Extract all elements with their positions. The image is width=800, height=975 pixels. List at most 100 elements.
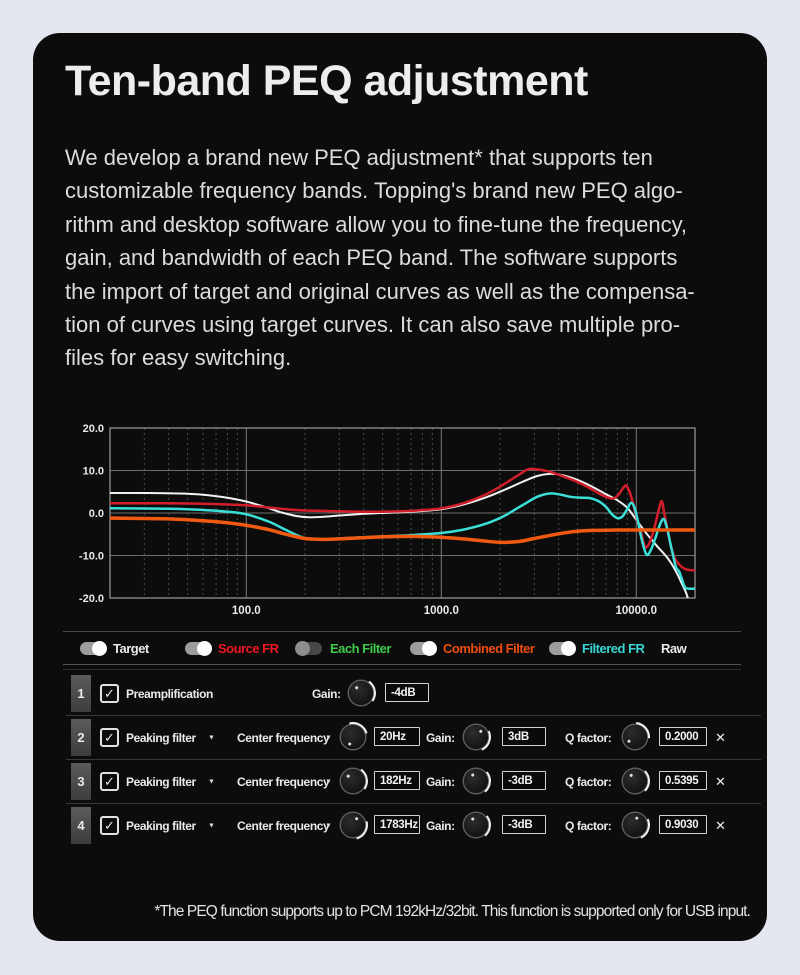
- toggle-knob: [295, 640, 310, 656]
- filter-type-label[interactable]: Preamplification: [126, 686, 213, 701]
- toggle-knob: [422, 640, 437, 656]
- legend-divider: [63, 669, 741, 670]
- filter-rows: 1 ✓ Preamplification Gain: 2 ✓ Peaking filter ▼…: [66, 672, 761, 847]
- gain-knob[interactable]: [464, 725, 488, 749]
- page-title: Ten-band PEQ adjustment: [65, 57, 588, 105]
- row-number: 3: [71, 763, 91, 800]
- gain-knob[interactable]: [464, 813, 488, 837]
- gain-input[interactable]: [502, 727, 546, 746]
- frequency-response-chart: 20.0 10.0 0.0 -10.0 -20.0 100.0 1000.0 10000.0: [66, 423, 742, 628]
- x-tick-label: 100.0: [232, 605, 261, 617]
- center-frequency-input[interactable]: [374, 771, 420, 790]
- y-tick-label: -10.0: [79, 551, 104, 563]
- legend-label: Each Filter: [330, 640, 391, 656]
- legend-group-combined-filter: Combined Filter: [410, 632, 535, 664]
- row-number: 4: [71, 807, 91, 844]
- plot-border: [109, 427, 696, 599]
- gain-label: Gain:: [426, 730, 455, 745]
- center-frequency-knob[interactable]: [341, 769, 365, 793]
- curve-target: [110, 472, 689, 598]
- chevron-down-icon[interactable]: ▼: [325, 822, 332, 829]
- filter-row-2: 2✓Peaking filter▼Center frequency▼Gain:Q…: [66, 715, 761, 759]
- filter-type-label[interactable]: Peaking filter: [126, 774, 196, 789]
- q-factor-knob[interactable]: [623, 813, 647, 837]
- row-enable-checkbox[interactable]: ✓: [100, 772, 119, 791]
- x-tick-label: 10000.0: [616, 605, 658, 617]
- gain-knob[interactable]: [464, 769, 488, 793]
- remove-filter-button[interactable]: ✕: [715, 773, 726, 789]
- toggle-knob: [197, 640, 212, 656]
- curve-filtered-fr: [110, 492, 695, 591]
- q-factor-input[interactable]: [659, 771, 707, 790]
- gain-label: Gain:: [426, 818, 455, 833]
- row-number: 1: [71, 675, 91, 712]
- toggle-combined-filter[interactable]: [410, 640, 437, 656]
- legend-group-target: Target: [80, 632, 149, 664]
- row-enable-checkbox[interactable]: ✓: [100, 816, 119, 835]
- filter-type-label[interactable]: Peaking filter: [126, 818, 196, 833]
- q-factor-label: Q factor:: [565, 730, 612, 745]
- curve-combined-filter: [110, 516, 695, 545]
- chevron-down-icon[interactable]: ▼: [325, 734, 332, 741]
- chevron-down-icon[interactable]: ▼: [208, 778, 215, 785]
- center-frequency-knob[interactable]: [341, 725, 365, 749]
- toggle-target[interactable]: [80, 640, 107, 656]
- q-factor-knob[interactable]: [623, 725, 647, 749]
- center-frequency-label[interactable]: Center frequency: [237, 730, 330, 745]
- legend-group-source-fr: Source FR: [185, 632, 279, 664]
- legend-label: Raw: [661, 640, 687, 656]
- curve-legend: Target Source FR Each Filter Combined Filte…: [63, 631, 741, 665]
- legend-group-raw: Raw: [661, 632, 687, 664]
- row-enable-checkbox[interactable]: ✓: [100, 684, 119, 703]
- y-tick-label: 10.0: [83, 466, 104, 478]
- q-factor-input[interactable]: [659, 727, 707, 746]
- center-frequency-label[interactable]: Center frequency: [237, 774, 330, 789]
- chevron-down-icon[interactable]: ▼: [208, 822, 215, 829]
- remove-filter-button[interactable]: ✕: [715, 817, 726, 833]
- q-factor-input[interactable]: [659, 815, 707, 834]
- curve-source-fr: [110, 467, 695, 572]
- chevron-down-icon[interactable]: ▼: [208, 734, 215, 741]
- y-tick-label: 0.0: [89, 508, 104, 520]
- q-factor-knob[interactable]: [623, 769, 647, 793]
- toggle-knob: [92, 640, 107, 656]
- x-tick-label: 1000.0: [424, 605, 459, 617]
- center-frequency-knob[interactable]: [341, 813, 365, 837]
- gain-input[interactable]: [502, 815, 546, 834]
- peq-feature-card: Ten-band PEQ adjustment We develop a bra…: [33, 33, 767, 941]
- toggle-source-fr[interactable]: [185, 640, 212, 656]
- q-factor-label: Q factor:: [565, 818, 612, 833]
- center-frequency-input[interactable]: [374, 815, 420, 834]
- legend-label: Combined Filter: [443, 640, 535, 656]
- filter-row-4: 4✓Peaking filter▼Center frequency▼Gain:Q…: [66, 803, 761, 847]
- center-frequency-input[interactable]: [374, 727, 420, 746]
- filter-row-1: 1 ✓ Preamplification Gain:: [66, 672, 761, 715]
- gain-input[interactable]: [385, 683, 429, 702]
- gain-knob[interactable]: [349, 681, 373, 705]
- row-number: 2: [71, 719, 91, 756]
- toggle-each-filter[interactable]: [295, 640, 322, 656]
- y-tick-label: -20.0: [79, 593, 104, 605]
- remove-filter-button[interactable]: ✕: [715, 729, 726, 745]
- center-frequency-label[interactable]: Center frequency: [237, 818, 330, 833]
- gain-label: Gain:: [312, 686, 341, 701]
- gain-input[interactable]: [502, 771, 546, 790]
- toggle-knob: [561, 640, 576, 656]
- intro-paragraph: We develop a brand new PEQ adjustment* t…: [65, 145, 695, 371]
- filter-type-label[interactable]: Peaking filter: [126, 730, 196, 745]
- legend-label: Target: [113, 640, 149, 656]
- q-factor-label: Q factor:: [565, 774, 612, 789]
- row-enable-checkbox[interactable]: ✓: [100, 728, 119, 747]
- filter-row-3: 3✓Peaking filter▼Center frequency▼Gain:Q…: [66, 759, 761, 803]
- toggle-filtered-fr[interactable]: [549, 640, 576, 656]
- legend-group-each-filter: Each Filter: [295, 632, 391, 664]
- footnote: *The PEQ function supports up to PCM 192…: [154, 903, 751, 920]
- fr-chart-svg: 20.0 10.0 0.0 -10.0 -20.0 100.0 1000.0 10000.0: [79, 423, 696, 617]
- legend-label: Filtered FR: [582, 640, 645, 656]
- legend-group-filtered-fr: Filtered FR: [549, 632, 645, 664]
- gain-label: Gain:: [426, 774, 455, 789]
- legend-label: Source FR: [218, 640, 279, 656]
- y-tick-label: 20.0: [83, 423, 104, 435]
- chevron-down-icon[interactable]: ▼: [325, 778, 332, 785]
